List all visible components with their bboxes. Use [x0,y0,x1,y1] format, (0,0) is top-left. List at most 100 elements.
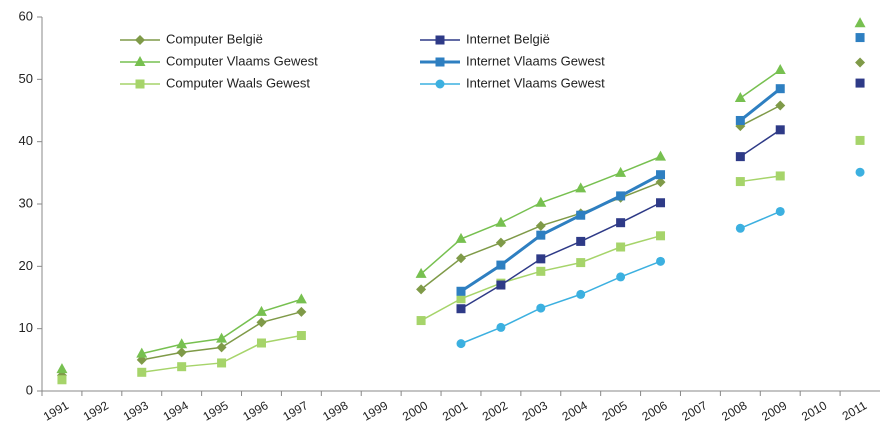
data-point [456,253,466,264]
data-point [616,272,626,282]
y-tick-label: 40 [19,133,33,148]
data-point [656,231,666,241]
x-tick-label: 2001 [440,398,470,424]
y-tick-label: 10 [19,320,33,335]
data-point [616,218,626,228]
data-point [415,267,427,278]
data-point [775,100,786,111]
data-point [576,236,586,246]
legend-marker [435,79,445,89]
data-point [296,331,306,341]
data-point [855,167,865,177]
x-tick-label: 1999 [360,398,390,424]
x-tick-label: 1991 [41,398,71,424]
data-point [296,306,307,317]
data-point [56,363,68,374]
data-point [136,347,148,358]
data-point [57,375,67,385]
data-point [255,305,267,316]
data-point [615,166,627,177]
data-point [176,347,187,358]
legend-marker [134,56,146,66]
data-point [735,177,745,187]
data-point [496,260,506,270]
data-point [456,339,466,349]
data-point [496,280,506,290]
series-line [461,83,860,309]
data-point [535,196,547,207]
legend-marker [135,35,145,45]
legend-label: Computer Waals Gewest [166,75,310,90]
data-point [855,78,865,88]
data-point [775,171,785,181]
data-point [536,230,546,240]
data-point [495,237,506,248]
y-tick-label: 0 [26,382,33,397]
data-point [576,289,586,299]
data-point [216,332,228,343]
data-point [855,33,865,43]
data-point [496,322,506,332]
data-point [616,191,626,201]
x-tick-label: 2004 [560,398,590,424]
y-tick-label: 20 [19,258,33,273]
data-point [256,338,266,348]
y-tick-label: 60 [19,8,33,23]
data-point [656,198,666,208]
data-point [575,182,587,193]
x-tick-label: 1996 [240,398,270,424]
data-point [656,256,666,266]
legend-marker [435,57,445,67]
data-point [536,303,546,313]
x-tick-label: 1993 [121,398,151,424]
data-point [655,150,667,161]
data-point [616,242,626,252]
data-point [735,152,745,162]
data-point [176,338,188,349]
data-point [536,254,546,264]
data-point [416,316,426,326]
data-point [735,223,745,233]
data-point [455,232,467,243]
legend-label: Internet België [466,31,550,46]
data-point [775,125,785,135]
x-tick-label: 1998 [320,398,350,424]
data-point [855,135,865,145]
data-point [656,170,666,180]
x-tick-label: 2009 [759,398,789,424]
data-point [256,317,267,328]
data-point [177,362,187,372]
data-point [855,57,866,68]
data-point [295,293,307,304]
x-tick-label: 1997 [280,398,310,424]
data-point [854,17,866,28]
x-tick-label: 1995 [201,398,231,424]
series-line [142,63,860,360]
legend-marker [435,35,445,45]
data-point [576,210,586,220]
data-point [775,84,785,94]
data-point [536,266,546,276]
legend-label: Internet Vlaams Gewest [466,53,605,68]
x-tick-label: 2000 [400,398,430,424]
data-point [576,258,586,268]
x-tick-label: 2002 [480,398,510,424]
series-line [142,140,860,372]
x-tick-label: 2011 [840,398,870,423]
data-point [734,92,746,103]
series-line [142,23,860,353]
data-point [217,358,227,368]
y-tick-label: 30 [19,195,33,210]
legend-marker [135,79,145,89]
data-point [735,115,745,125]
data-point [775,206,785,216]
data-point [137,367,147,377]
y-tick-label: 50 [19,71,33,86]
legend-label: Computer België [166,31,263,46]
data-point [456,294,466,304]
data-point [456,304,466,314]
x-tick-label: 1992 [81,398,111,424]
x-tick-label: 2010 [799,398,829,424]
x-tick-label: 2007 [679,398,709,424]
